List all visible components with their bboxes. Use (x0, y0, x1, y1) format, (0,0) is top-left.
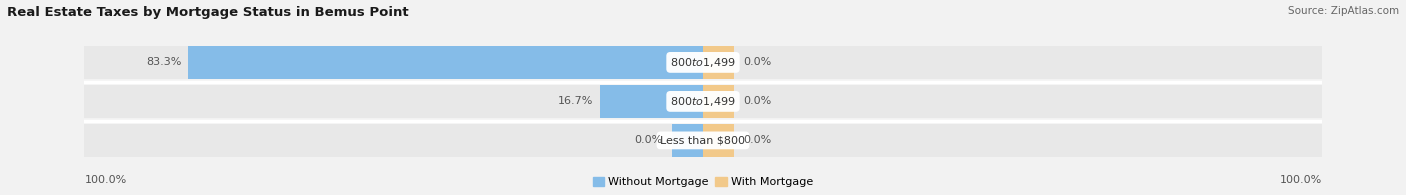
Text: Real Estate Taxes by Mortgage Status in Bemus Point: Real Estate Taxes by Mortgage Status in … (7, 6, 409, 19)
FancyBboxPatch shape (84, 46, 1322, 79)
FancyBboxPatch shape (703, 124, 734, 157)
Text: 100.0%: 100.0% (1279, 175, 1322, 185)
Text: 83.3%: 83.3% (146, 57, 181, 67)
FancyBboxPatch shape (84, 124, 1322, 157)
Text: 16.7%: 16.7% (558, 96, 593, 106)
FancyBboxPatch shape (187, 46, 703, 79)
FancyBboxPatch shape (703, 46, 734, 79)
Text: 0.0%: 0.0% (744, 96, 772, 106)
Legend: Without Mortgage, With Mortgage: Without Mortgage, With Mortgage (593, 177, 813, 188)
Text: 100.0%: 100.0% (84, 175, 127, 185)
FancyBboxPatch shape (672, 124, 703, 157)
Text: $800 to $1,499: $800 to $1,499 (671, 95, 735, 108)
FancyBboxPatch shape (703, 85, 734, 118)
Text: 0.0%: 0.0% (744, 57, 772, 67)
Text: 0.0%: 0.0% (634, 135, 662, 145)
FancyBboxPatch shape (84, 85, 1322, 118)
Text: $800 to $1,499: $800 to $1,499 (671, 56, 735, 69)
FancyBboxPatch shape (600, 85, 703, 118)
Text: Less than $800: Less than $800 (661, 135, 745, 145)
Text: Source: ZipAtlas.com: Source: ZipAtlas.com (1288, 6, 1399, 16)
Text: 0.0%: 0.0% (744, 135, 772, 145)
